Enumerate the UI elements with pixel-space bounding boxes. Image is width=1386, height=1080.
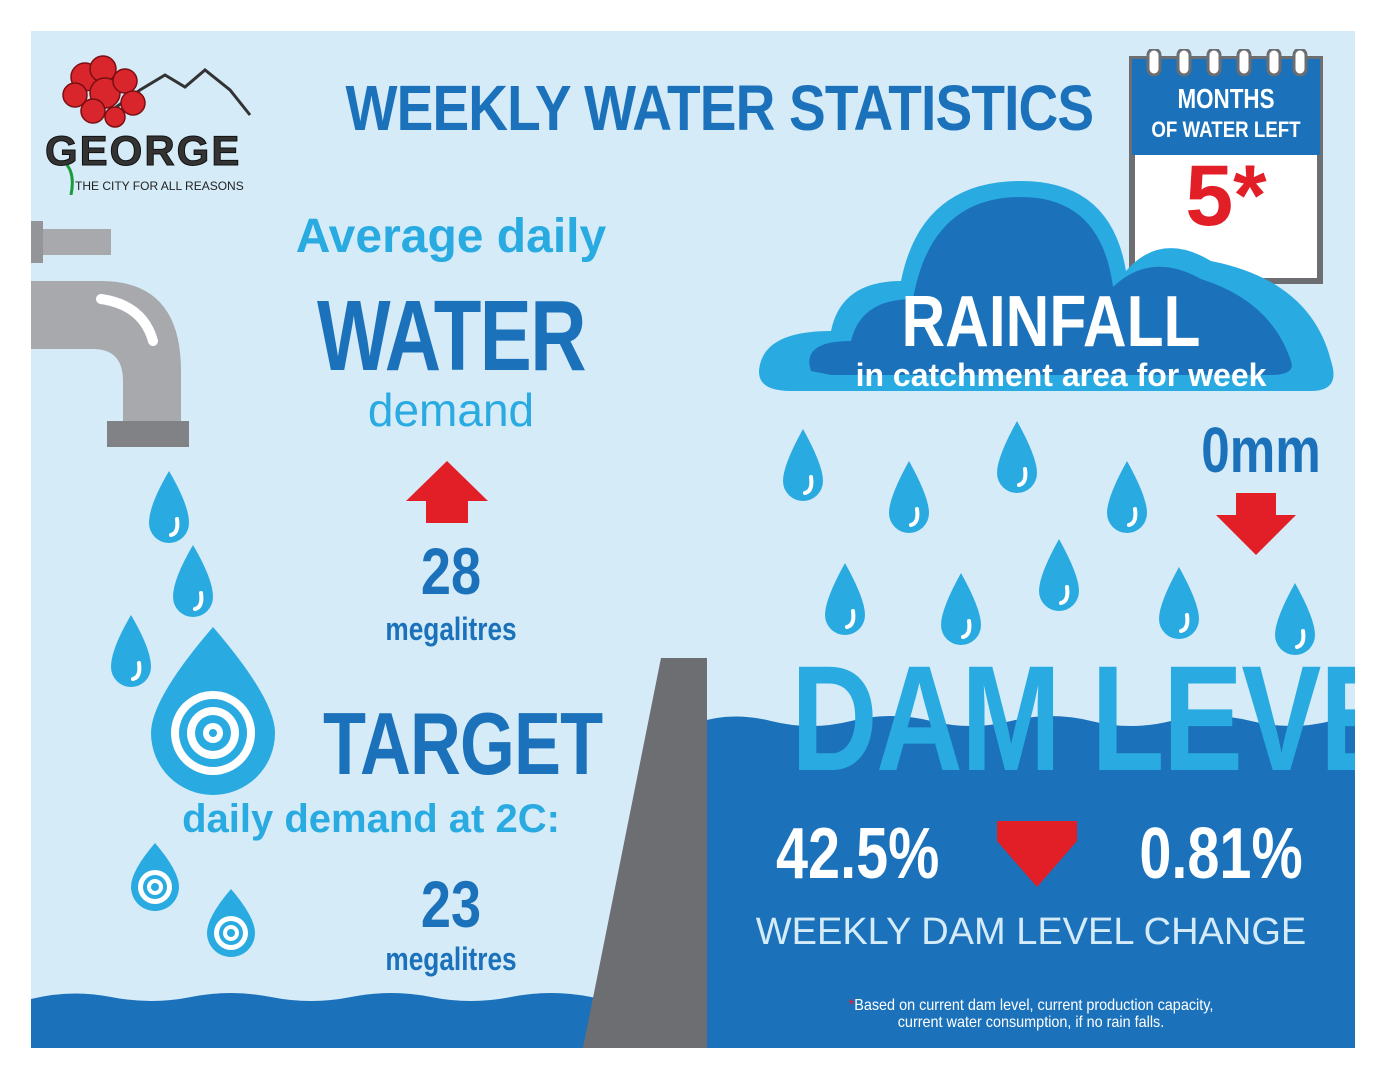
water-drop-icon [149,471,189,543]
demand-heading-1: Average daily [295,210,607,263]
target-unit: megalitres [385,941,517,977]
dam-change-label: WEEKLY DAM LEVEL CHANGE [755,911,1307,953]
down-arrow-icon [1216,493,1296,555]
months-label: MONTHS [1177,83,1275,114]
rain-drops [783,421,1315,655]
water-drop-icon [111,615,151,687]
target-heading: TARGET [323,694,603,793]
water-drop-icon [783,429,823,501]
up-arrow-icon [406,461,488,523]
cloud-icon [759,181,1334,391]
target-value: 23 [420,867,482,941]
dam-heading-water-overlay [731,723,1351,783]
months-value: 5* [1185,148,1267,244]
rainfall-subheading: in catchment area for week [855,357,1267,393]
target-drop-icon [151,627,275,795]
months-label-2: OF WATER LEFT [1151,117,1301,142]
down-arrow-icon [997,821,1077,887]
demand-heading-2: WATER [316,280,587,392]
water-drop-icon [997,421,1037,493]
demand-value: 28 [420,534,482,608]
water-drop-icon [1039,539,1079,611]
dam-change-value: 0.81% [1139,814,1303,894]
target-subheading: daily demand at 2C: [182,797,560,841]
dam-level-value: 42.5% [776,814,940,894]
calendar-icon [1129,49,1323,284]
flower-logo-icon [62,55,252,195]
left-drops [111,471,275,957]
target-drop-icon [207,889,255,957]
footnote-line-2: current water consumption, if no rain fa… [897,1014,1165,1031]
rainfall-heading: RAINFALL [901,282,1201,362]
water-drop-icon [825,563,865,635]
tap-icon [31,221,189,447]
target-drop-icon [131,843,179,911]
dam-wall-icon [583,658,707,1048]
dam-heading: DAM LEVEL [791,634,1355,802]
rainfall-value: 0mm [1201,414,1321,486]
background-water [31,658,1355,1048]
infographic-panel: GEORGE THE CITY FOR ALL REASONS WEEKLY W… [31,31,1355,1048]
logo-tagline: THE CITY FOR ALL REASONS [75,179,244,193]
water-drop-icon [1159,567,1199,639]
water-drop-icon [1107,461,1147,533]
footnote: *Based on current dam level, current pro… [788,997,1274,1031]
page-title: WEEKLY WATER STATISTICS [345,72,1095,144]
demand-heading-3: demand [367,384,535,436]
logo-name: GEORGE [44,127,242,175]
footnote-line-1: Based on current dam level, current prod… [854,997,1214,1014]
demand-unit: megalitres [385,611,517,647]
footnote-star: * [848,997,855,1014]
water-drop-icon [173,545,213,617]
water-drop-icon [889,461,929,533]
